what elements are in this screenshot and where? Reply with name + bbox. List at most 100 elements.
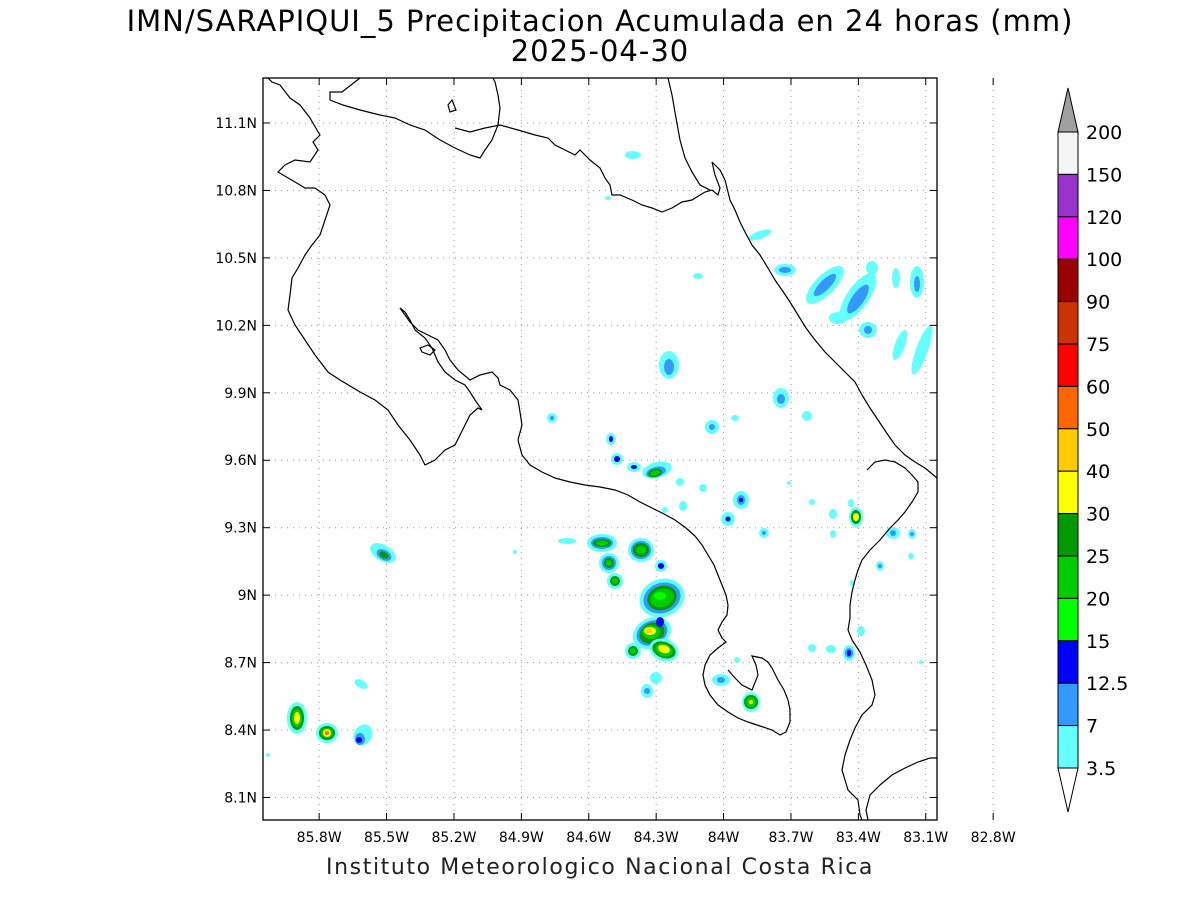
legend-swatch — [1057, 343, 1079, 387]
lon-tick-label: 85.2W — [431, 830, 476, 846]
legend-swatch — [1057, 301, 1079, 345]
legend-swatch — [1057, 640, 1079, 684]
legend-label: 50 — [1086, 419, 1110, 441]
legend-label: 200 — [1086, 122, 1122, 144]
legend-swatch — [1057, 682, 1079, 727]
precip-cell-northeast-2 — [805, 265, 845, 305]
panama-burica-east — [865, 757, 937, 820]
precip-cell-pacific-2 — [628, 538, 654, 562]
lon-tick-label: 84.6W — [566, 830, 611, 846]
precip-cell-southeast-5 — [808, 580, 923, 664]
precip-cell-central-3 — [547, 411, 812, 434]
lat-tick-label: 9.3N — [224, 521, 257, 537]
legend-swatch — [1057, 597, 1079, 642]
precip-cell-southeast-4 — [809, 499, 916, 571]
legend-swatch — [1057, 470, 1079, 515]
legend-label: 40 — [1086, 461, 1110, 483]
precip-cell-southeast-1 — [712, 657, 740, 686]
lat-tick-label: 9N — [238, 588, 257, 604]
precip-cell-northeast-7 — [892, 268, 900, 288]
precip-cell-pacific-3 — [599, 553, 667, 573]
nicaragua-north-inland — [454, 124, 721, 213]
gulf-island — [419, 344, 436, 356]
lat-tick-label: 10.8N — [215, 183, 257, 199]
map-title: IMN/SARAPIQUI_5 Precipitacion Acumulada … — [126, 4, 1074, 38]
legend-label: 100 — [1086, 249, 1122, 271]
legend-swatch — [1057, 513, 1079, 557]
legend-label: 90 — [1086, 292, 1110, 314]
precip-cell-southwest-2 — [266, 702, 307, 757]
precip-cell-southwest-1 — [370, 543, 396, 563]
nicaragua-caribbean-land — [329, 78, 501, 159]
legend-over-arrow — [1057, 87, 1079, 133]
lon-tick-label: 83.1W — [903, 830, 948, 846]
legend-swatch — [1057, 131, 1079, 175]
map-grid — [263, 78, 994, 820]
precip-cell-central-5 — [642, 461, 672, 479]
plot-frame — [262, 77, 938, 821]
precip-cell-northeast-6 — [910, 266, 924, 298]
legend-swatch — [1057, 725, 1079, 769]
costa-rica-pacific-coast — [399, 307, 791, 736]
precip-cell-central-6 — [721, 481, 791, 538]
precip-cell-pacific-5 — [639, 578, 685, 618]
cr-panama-border — [847, 459, 919, 631]
lat-tick-label: 8.1N — [224, 791, 257, 807]
map-axes: 85.8W 85.5W 85.2W 84.9W 84.6W 84.3W 84W 83.7W 83… — [215, 78, 1016, 846]
lat-tick-label: 8.7N — [224, 656, 257, 672]
precip-cell-north-12 — [605, 151, 703, 279]
precip-cell-southeast-2 — [742, 692, 760, 712]
lon-tick-label: 84W — [708, 830, 740, 846]
legend-label: 120 — [1086, 207, 1122, 229]
legend-label: 12.5 — [1086, 673, 1128, 695]
coastline-layer — [263, 78, 937, 820]
legend-label: 150 — [1086, 164, 1122, 186]
precip-cell-northeast-3 — [839, 273, 877, 321]
lat-tick-label: 9.6N — [224, 453, 257, 469]
legend-label: 7 — [1086, 716, 1098, 738]
precip-cell-southwest-4 — [353, 679, 373, 746]
precip-cell-southwest-3 — [316, 723, 338, 743]
legend-under-arrow — [1057, 767, 1079, 813]
legend-label: 15 — [1086, 631, 1110, 653]
legend-swatch — [1057, 258, 1079, 303]
legend-label: 25 — [1086, 546, 1110, 568]
precip-cell-pacific-8 — [625, 643, 662, 698]
legend-label: 75 — [1086, 334, 1110, 356]
precip-cell-northeast-4 — [829, 312, 847, 324]
costa-rica-caribbean-coast — [711, 161, 937, 479]
precipitation-layer — [266, 151, 933, 757]
lon-tick-label: 83.4W — [836, 830, 881, 846]
precip-cell-central-2 — [773, 388, 789, 408]
lat-tick-label: 10.5N — [215, 251, 257, 267]
legend-label: 60 — [1086, 376, 1110, 398]
precip-cell-southeast-3 — [848, 499, 863, 527]
precip-cell-pacific-7 — [649, 638, 679, 662]
footer-credit: Instituto Meteorologico Nacional Costa R… — [326, 855, 874, 880]
lat-tick-label: 8.4N — [224, 723, 257, 739]
precip-cell-northeast-9 — [911, 325, 933, 375]
lat-tick-label: 10.2N — [215, 318, 257, 334]
map-date: 2025-04-30 — [510, 34, 690, 68]
lat-tick-label: 11.1N — [215, 116, 257, 132]
precip-cell-northeast-5 — [859, 322, 877, 338]
legend-swatch — [1057, 385, 1079, 430]
lon-tick-label: 85.5W — [364, 830, 409, 846]
legend-swatch — [1057, 216, 1079, 260]
lon-tick-label: 84.9W — [499, 830, 544, 846]
precip-cell-central-1 — [659, 351, 679, 379]
lat-tick-label: 9.9N — [224, 386, 257, 402]
precip-cell-northeast-11 — [748, 229, 772, 241]
lon-tick-label: 84.3W — [634, 830, 679, 846]
lon-tick-label: 82.8W — [971, 830, 1016, 846]
panama-pacific-coast — [841, 629, 876, 820]
lon-tick-label: 83.7W — [768, 830, 813, 846]
legend-label: 20 — [1086, 588, 1110, 610]
legend-swatch — [1057, 555, 1079, 599]
lon-tick-label: 85.8W — [297, 830, 342, 846]
legend-label: 30 — [1086, 504, 1110, 526]
precip-cell-pacific-1 — [513, 534, 617, 554]
precip-cell-central-4 — [606, 433, 707, 513]
